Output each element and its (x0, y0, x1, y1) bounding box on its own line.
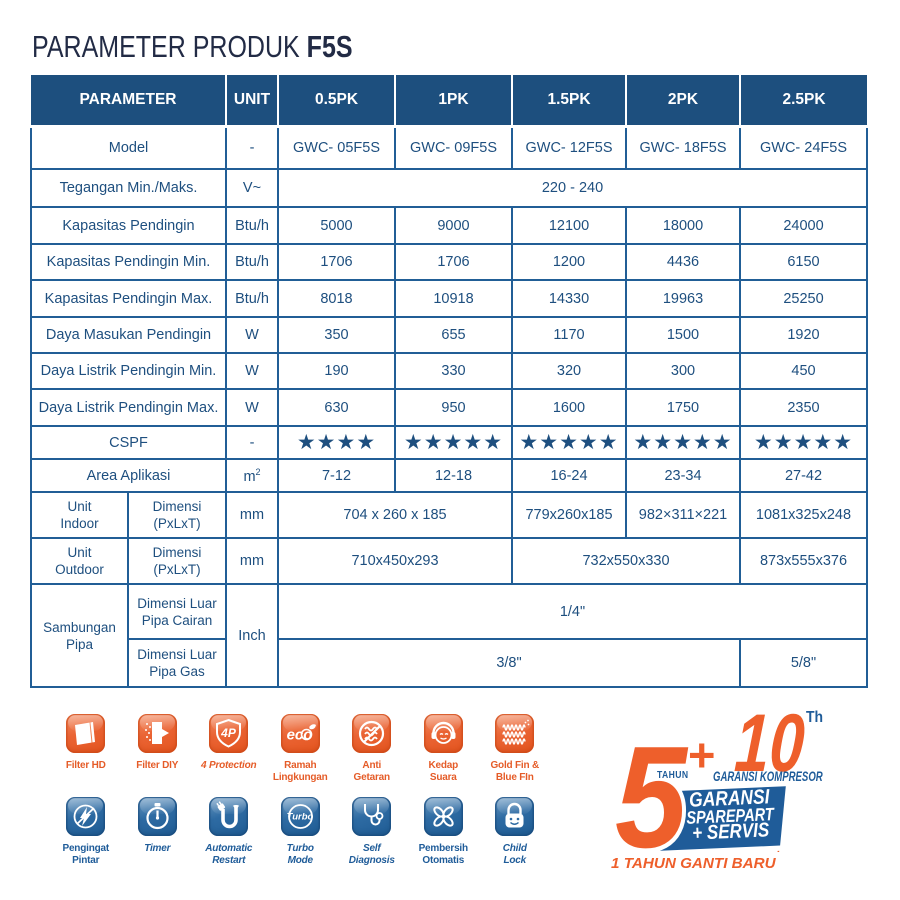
svg-text:Turbo: Turbo (286, 812, 313, 823)
svg-text:4P: 4P (220, 726, 237, 740)
svg-text:eco: eco (286, 727, 312, 744)
